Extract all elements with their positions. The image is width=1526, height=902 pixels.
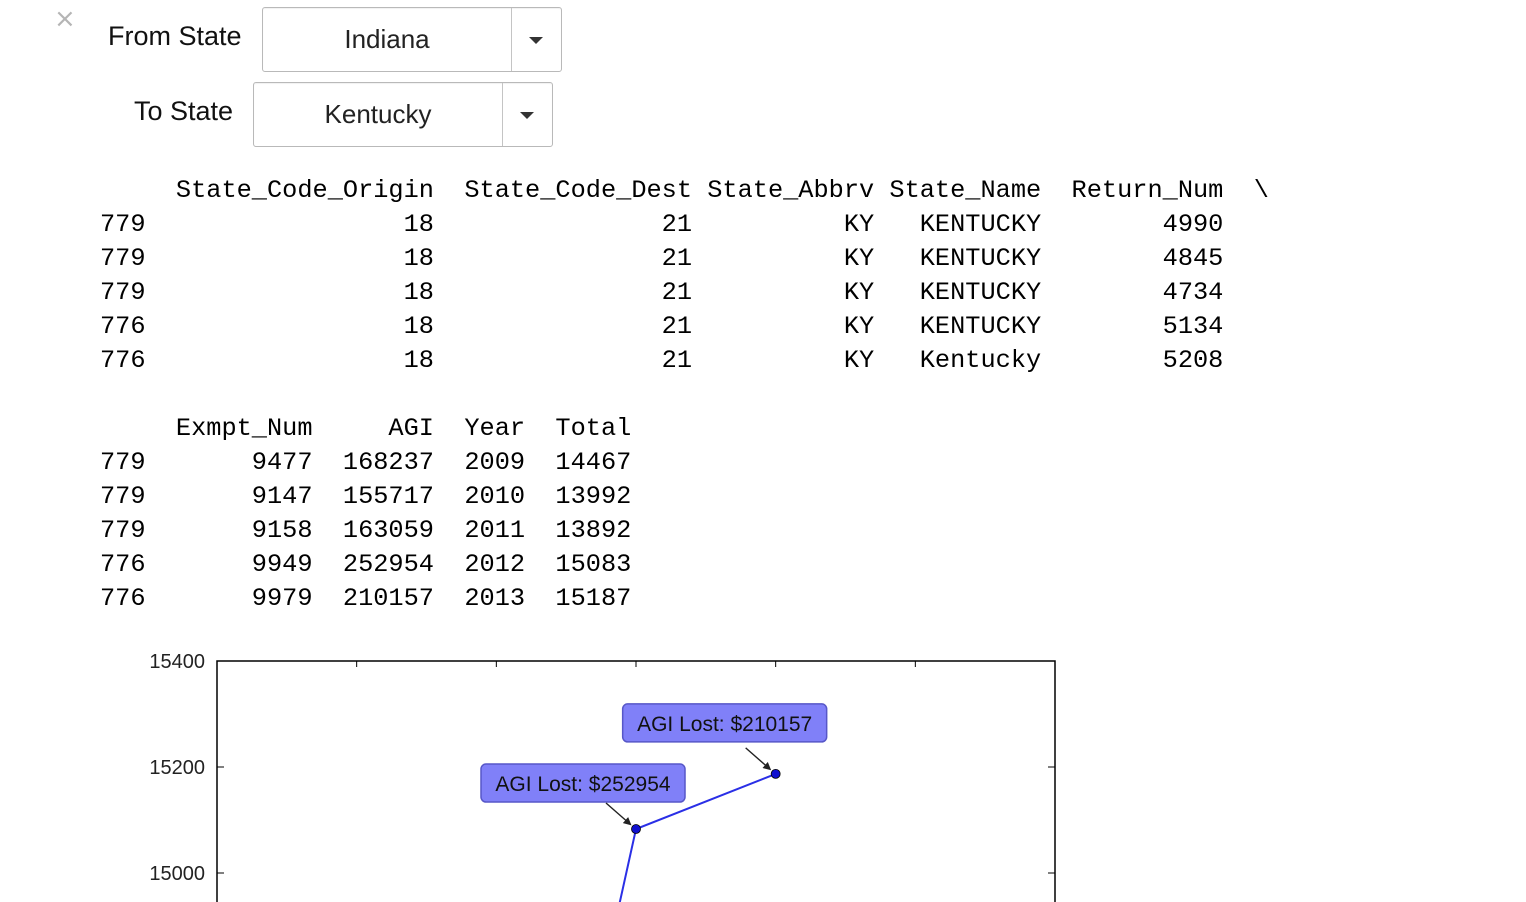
annotation-box — [480, 763, 686, 803]
annotation-label: AGI Lost: $210157 — [637, 713, 812, 736]
to-state-dropdown[interactable]: Kentucky — [253, 82, 553, 147]
annotation-arrow — [745, 747, 772, 771]
dataframe-output: State_Code_Origin State_Code_Dest State_… — [0, 0, 1269, 613]
annotation-label: AGI Lost: $252954 — [495, 773, 670, 796]
table-row: 779 18 21 KY KENTUCKY 4734 — [100, 278, 1224, 307]
table-row: 779 9147 155717 2010 13992 — [100, 482, 632, 511]
dropdown-divider — [511, 8, 512, 71]
y-tick-label: 15200 — [149, 757, 205, 779]
from-state-label: From State — [108, 21, 242, 51]
table-row: 779 18 21 KY KENTUCKY 4845 — [100, 244, 1224, 273]
table-row: 779 9158 163059 2011 13892 — [100, 516, 632, 545]
chevron-down-icon[interactable] — [529, 36, 543, 44]
data-point — [770, 768, 781, 779]
table-header: Exmpt_Num AGI Year Total — [100, 414, 632, 443]
close-icon[interactable]: × — [54, 4, 76, 34]
to-state-label: To State — [134, 96, 234, 126]
table-row: 776 9979 210157 2013 15187 — [100, 584, 632, 613]
table-row: 776 9949 252954 2012 15083 — [100, 550, 632, 579]
table-header: State_Code_Origin State_Code_Dest State_… — [100, 176, 1269, 205]
table-row: 779 9477 168237 2009 14467 — [100, 448, 632, 477]
y-tick-label: 15000 — [149, 863, 205, 885]
from-state-value: Indiana — [344, 24, 430, 54]
table-row: 779 18 21 KY KENTUCKY 4990 — [100, 210, 1224, 239]
annotation-box — [621, 703, 828, 743]
y-tick-label: 15400 — [149, 651, 205, 673]
table-row: 776 18 21 KY Kentucky 5208 — [100, 346, 1224, 375]
from-state-dropdown[interactable]: Indiana — [262, 7, 562, 72]
data-point — [631, 824, 641, 834]
chevron-down-icon[interactable] — [520, 111, 534, 119]
to-state-value: Kentucky — [324, 99, 432, 129]
table-row: 776 18 21 KY KENTUCKY 5134 — [100, 312, 1224, 341]
annotation-arrow — [605, 802, 632, 826]
dropdown-divider — [502, 83, 503, 146]
